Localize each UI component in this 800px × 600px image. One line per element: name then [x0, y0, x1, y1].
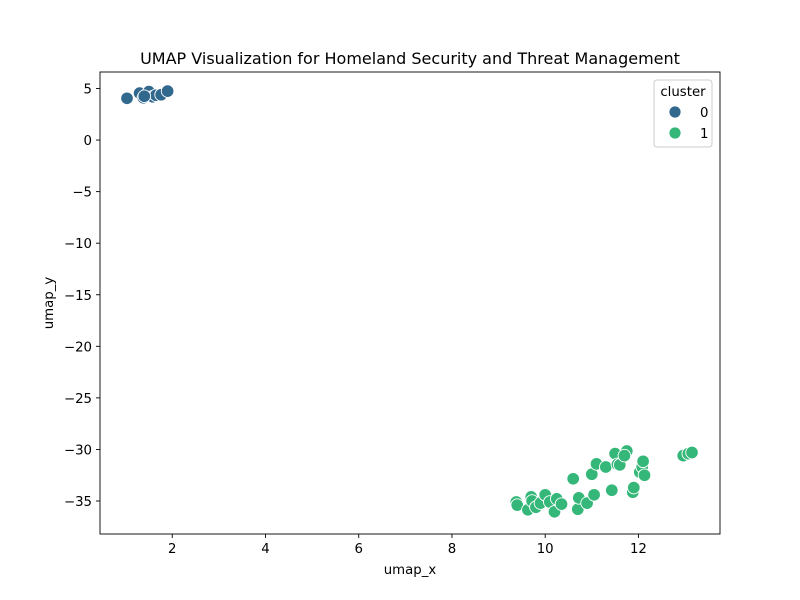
- x-tick-label: 2: [168, 542, 176, 557]
- data-point-cluster-1: [587, 488, 601, 502]
- legend-title: cluster: [660, 85, 706, 100]
- data-point-cluster-1: [566, 472, 580, 486]
- data-point-cluster-1: [685, 445, 699, 460]
- x-tick-label: 10: [537, 542, 554, 557]
- data-point-cluster-1: [554, 497, 569, 511]
- x-tick-label: 8: [448, 542, 456, 557]
- data-point-cluster-1: [599, 460, 613, 474]
- y-tick-label: −10: [64, 237, 92, 252]
- y-tick-label: −5: [72, 186, 92, 201]
- legend-marker-cluster-1: [668, 126, 682, 140]
- data-point-cluster-0: [120, 91, 134, 106]
- legend-frame: [653, 79, 713, 148]
- y-tick-label: −35: [64, 495, 92, 510]
- y-tick-label: −15: [64, 289, 92, 304]
- x-tick-label: 4: [261, 542, 269, 557]
- plot-frame: [99, 71, 721, 535]
- y-tick-label: −30: [64, 443, 92, 458]
- y-tick-label: −20: [64, 340, 92, 355]
- data-point-cluster-0: [137, 89, 152, 103]
- x-tick-label: 12: [630, 542, 647, 557]
- y-tick-label: −25: [64, 392, 92, 407]
- y-axis: 5 0 −5 −10 −15 −20 −25 −30 −35: [64, 83, 100, 510]
- legend: cluster 0 1: [653, 79, 713, 148]
- legend-label-cluster-1: 1: [700, 127, 708, 142]
- chart-title: UMAP Visualization for Homeland Security…: [140, 49, 680, 68]
- points-layer: [120, 84, 699, 519]
- data-point-cluster-0: [160, 84, 175, 98]
- y-tick-label: 5: [84, 83, 92, 98]
- legend-marker-cluster-0: [668, 105, 682, 119]
- data-point-cluster-1: [637, 468, 652, 482]
- data-point-cluster-1: [627, 480, 641, 495]
- y-axis-label: umap_y: [42, 277, 57, 330]
- data-point-cluster-1: [636, 454, 650, 469]
- x-axis: 2 4 6 8 10 12: [168, 534, 647, 557]
- data-point-cluster-1: [605, 483, 619, 497]
- legend-label-cluster-0: 0: [700, 106, 708, 121]
- data-point-cluster-1: [617, 448, 632, 463]
- x-tick-label: 6: [354, 542, 362, 557]
- x-axis-label: umap_x: [384, 563, 437, 578]
- y-tick-label: 0: [84, 134, 92, 149]
